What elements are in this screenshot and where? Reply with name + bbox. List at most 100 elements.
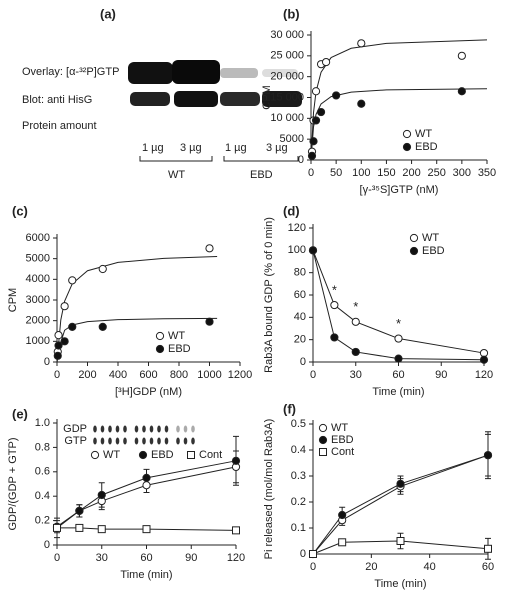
x-tick-label: 1000 — [197, 369, 221, 381]
marker — [351, 347, 360, 357]
y-tick-label: 15 000 — [270, 91, 304, 103]
fit-curve — [56, 255, 218, 363]
x-tick-label: 30 — [350, 369, 362, 381]
y-tick-label: 0.2 — [291, 496, 306, 508]
legend-label: EBD — [151, 449, 174, 461]
x-tick-label: 40 — [424, 561, 436, 573]
series-line — [312, 454, 489, 555]
legend-marker — [187, 451, 195, 459]
marker — [309, 137, 318, 146]
y-tick-label: 2000 — [26, 315, 50, 327]
y-tick-label: 0 — [298, 154, 304, 166]
y-tick-label: 80 — [294, 267, 306, 279]
legend-marker — [138, 450, 148, 460]
y-axis-label: CPM — [7, 288, 19, 312]
legend-label: WT — [422, 232, 439, 244]
legend-label: Cont — [331, 446, 354, 458]
chart-panel: (b) 0 50 100 150 200 250 300 350 0 5000 10 000 15 00… — [261, 6, 496, 195]
marker — [97, 525, 106, 534]
marker — [142, 473, 151, 482]
marker — [309, 550, 317, 558]
x-tick-label: 60 — [482, 561, 494, 573]
legend-label: Cont — [199, 449, 222, 461]
x-tick-label: 120 — [227, 552, 245, 564]
marker — [97, 490, 106, 500]
marker — [357, 39, 366, 48]
tlc-spot — [108, 425, 112, 433]
series-line — [312, 250, 485, 361]
marker — [483, 451, 493, 460]
panel-label: (e) — [12, 406, 28, 421]
y-tick-label: 100 — [288, 244, 306, 256]
marker — [311, 116, 321, 125]
x-axis-label: Time (min) — [120, 569, 172, 581]
legend-marker — [409, 246, 419, 256]
x-tick-label: 200 — [402, 167, 420, 179]
marker — [75, 523, 84, 532]
marker — [338, 538, 347, 547]
y-tick-label: 0 — [44, 539, 50, 551]
legend-marker — [319, 448, 327, 456]
tlc-spot — [100, 425, 105, 433]
x-axis-label: [³H]GDP (nM) — [115, 386, 182, 398]
chart-panel: (e) 0 30 60 90 120 0 0.2 0.4 0.6 0.8 1.0 Time (min) G… — [7, 406, 245, 580]
tlc-spot — [134, 437, 139, 445]
row-label: Blot: anti HisG — [22, 94, 92, 106]
marker — [53, 523, 61, 532]
legend-marker — [318, 423, 328, 433]
y-tick-label: 0.6 — [35, 466, 50, 478]
marker — [351, 317, 360, 326]
y-axis-label: CPM — [261, 85, 273, 109]
y-tick-label: 0.1 — [291, 522, 306, 534]
x-tick-label: 800 — [170, 369, 188, 381]
x-tick-label: 60 — [392, 369, 404, 381]
x-tick-label: 0 — [308, 167, 314, 179]
bracket — [223, 156, 299, 162]
panel-label: (a) — [100, 6, 116, 21]
panel-label: (f) — [283, 401, 296, 416]
marker — [338, 510, 347, 520]
marker — [307, 151, 317, 160]
marker — [394, 354, 403, 363]
y-axis-label: GDP/(GDP + GTP) — [7, 437, 19, 530]
x-axis-label: Time (min) — [374, 578, 426, 590]
blot-band — [174, 91, 218, 107]
blot-band — [130, 92, 170, 106]
marker — [332, 91, 341, 100]
x-tick-label: 120 — [475, 369, 493, 381]
blot-band — [220, 92, 260, 106]
x-tick-label: 50 — [330, 167, 342, 179]
legend-label: WT — [168, 330, 185, 342]
panel-label: (b) — [283, 6, 300, 21]
marker — [357, 99, 366, 108]
x-axis-label: [γ-³⁵S]GTP (nM) — [360, 184, 439, 196]
marker — [479, 348, 489, 358]
tlc-spot — [164, 425, 169, 433]
tlc-spot — [142, 437, 146, 445]
marker — [396, 537, 405, 545]
x-tick-label: 250 — [428, 167, 446, 179]
x-tick-label: 0 — [310, 561, 316, 573]
marker — [330, 333, 339, 342]
marker — [484, 544, 492, 553]
y-tick-label: 0 — [44, 356, 50, 368]
group-label: EBD — [250, 169, 273, 181]
tlc-spot — [115, 425, 120, 433]
tlc-spot — [157, 425, 161, 433]
marker — [316, 107, 326, 117]
tlc-spot — [183, 437, 188, 445]
marker — [308, 246, 318, 255]
annotation: * — [396, 316, 401, 331]
marker — [142, 481, 151, 490]
x-tick-label: 100 — [352, 167, 370, 179]
blot-panel: (a) Overlay: [α-³²P]GTP Blot: anti HisG … — [22, 6, 302, 181]
marker — [231, 456, 241, 465]
marker — [321, 57, 331, 67]
inset-label: GTP — [64, 435, 87, 447]
marker — [68, 276, 77, 285]
lane-label: 3 µg — [180, 142, 202, 154]
blot-band — [262, 91, 302, 107]
marker — [142, 525, 151, 534]
tlc-spot — [176, 437, 180, 445]
legend-marker — [90, 450, 100, 460]
